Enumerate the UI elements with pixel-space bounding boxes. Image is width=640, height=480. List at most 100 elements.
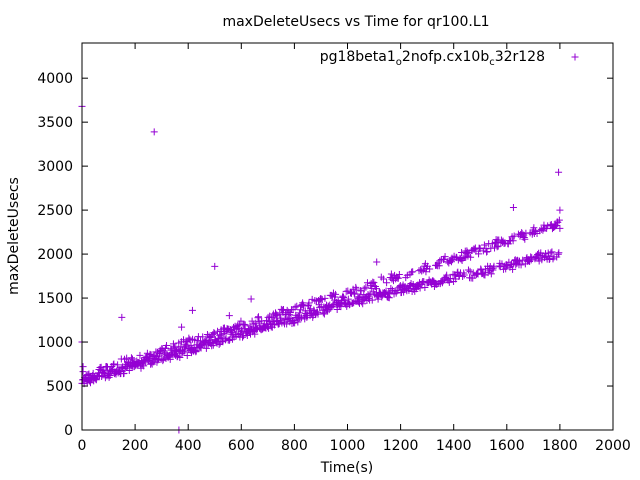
data-point [552, 221, 560, 229]
data-point [352, 285, 360, 293]
data-point [426, 265, 434, 273]
data-point [395, 271, 403, 279]
legend-text-part: 2nofp.cx10b [402, 49, 489, 65]
data-point [225, 336, 233, 344]
legend-marker [571, 53, 579, 61]
data-point [268, 314, 276, 322]
data-point [337, 303, 345, 311]
data-point [373, 285, 381, 293]
data-point [126, 359, 134, 367]
data-point [215, 341, 223, 349]
data-point [89, 369, 97, 377]
outlier-point [217, 326, 225, 334]
chart-title: maxDeleteUsecs vs Time for qr100.L1 [222, 14, 489, 30]
data-point [385, 294, 393, 302]
data-point [466, 267, 474, 275]
data-point [521, 235, 529, 243]
data-point [545, 255, 553, 263]
data-point [293, 302, 301, 310]
data-point [241, 321, 249, 329]
data-point [114, 361, 122, 369]
data-point [333, 305, 341, 313]
x-tick-label: 600 [228, 438, 255, 454]
data-point [421, 283, 429, 291]
data-point [446, 274, 454, 282]
y-tick-label: 3000 [37, 159, 73, 175]
data-point [555, 249, 563, 257]
outlier-point [118, 313, 126, 321]
data-point [405, 286, 413, 294]
data-point [320, 310, 328, 318]
data-point [362, 283, 370, 291]
data-point [517, 261, 525, 269]
data-point [351, 290, 359, 298]
data-point [355, 293, 363, 301]
x-tick-label: 400 [175, 438, 202, 454]
data-point [237, 317, 245, 325]
data-point [489, 264, 497, 272]
data-point [461, 254, 469, 262]
data-point [199, 333, 207, 341]
x-tick-label: 1000 [330, 438, 366, 454]
x-axis-ticks: 0 200 400 600 800 1000 1200 1400 1600 1800 2000 [78, 43, 631, 454]
data-point [129, 355, 137, 363]
x-axis-label: Time(s) [320, 460, 373, 476]
data-point [118, 364, 126, 372]
data-point [502, 265, 510, 273]
data-point [270, 321, 278, 329]
data-point [209, 341, 217, 349]
data-point [295, 309, 303, 317]
data-point [181, 347, 189, 355]
legend-text-part: 32r128 [495, 49, 545, 65]
data-point [305, 299, 313, 307]
data-point [319, 309, 327, 317]
data-point [443, 271, 451, 279]
legend-label: pg18beta1o2nofp.cx10bc32r128 [320, 49, 545, 68]
data-point [254, 314, 262, 322]
legend: pg18beta1o2nofp.cx10bc32r128 [320, 49, 579, 68]
data-point [185, 334, 193, 342]
y-tick-label: 3500 [37, 115, 73, 131]
data-point [210, 329, 218, 337]
data-point [509, 237, 517, 245]
data-point [530, 224, 538, 232]
data-point [455, 272, 463, 280]
data-point [416, 284, 424, 292]
data-point [509, 265, 517, 273]
data-point [104, 363, 112, 371]
data-point [554, 250, 562, 258]
data-point [526, 258, 534, 266]
data-point [92, 376, 100, 384]
data-point [110, 360, 118, 368]
y-tick-label: 2000 [37, 247, 73, 263]
x-tick-label: 1800 [542, 438, 578, 454]
data-point [527, 253, 535, 261]
data-point [275, 320, 283, 328]
data-point [487, 270, 495, 278]
data-point [510, 232, 518, 240]
x-tick-label: 1200 [383, 438, 419, 454]
data-point [125, 366, 133, 374]
outlier-point [247, 295, 255, 303]
data-point [394, 274, 402, 282]
data-point [369, 278, 377, 286]
data-point [192, 348, 200, 356]
data-point [379, 275, 387, 283]
data-point [458, 248, 466, 256]
data-point [555, 216, 563, 224]
legend-text-part: c [489, 57, 495, 68]
data-point [192, 347, 200, 355]
y-tick-label: 1000 [37, 335, 73, 351]
data-point [170, 342, 178, 350]
data-point [418, 267, 426, 275]
y-tick-label: 4000 [37, 71, 73, 87]
data-point [387, 284, 395, 292]
data-point [179, 348, 187, 356]
data-point [144, 356, 152, 364]
data-point [140, 362, 148, 370]
data-point [214, 335, 222, 343]
x-tick-label: 200 [122, 438, 149, 454]
data-point [350, 299, 358, 307]
data-point [296, 306, 304, 314]
